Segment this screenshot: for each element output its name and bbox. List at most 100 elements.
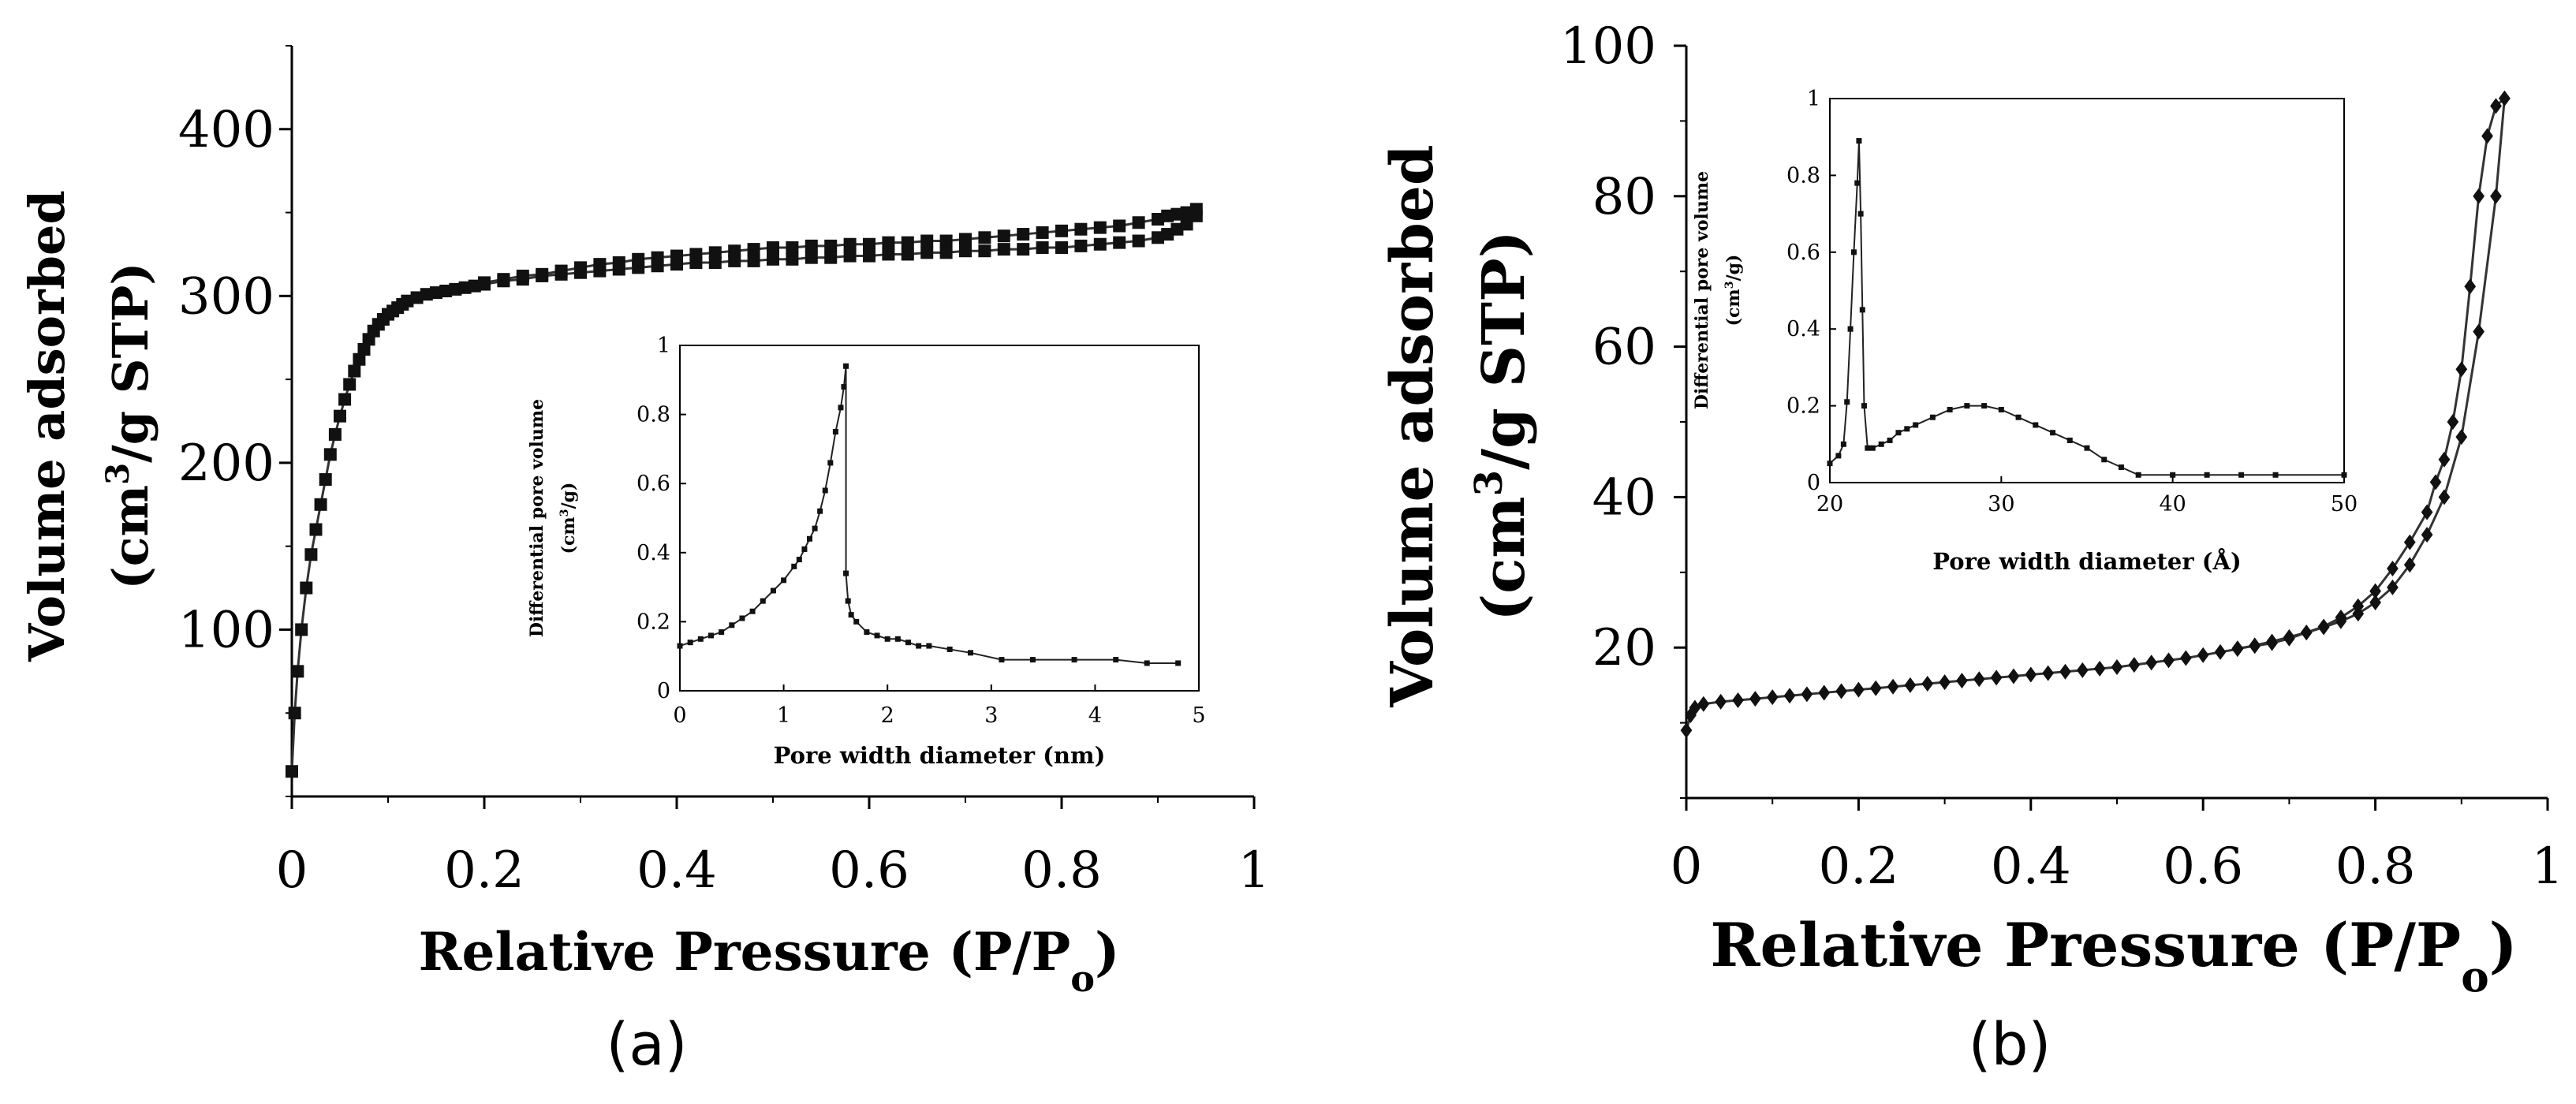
data-point-adsorption [1170, 222, 1184, 236]
inset-data-point [719, 629, 725, 636]
data-point-desorption [920, 234, 934, 248]
data-point-desorption [2231, 640, 2244, 657]
x-axis-title: Relative Pressure (P/Po) [419, 921, 1120, 1000]
data-point-desorption [1113, 219, 1126, 233]
data-point-desorption [2387, 561, 2399, 577]
data-point-adsorption [288, 707, 301, 720]
data-point-desorption [2403, 534, 2416, 550]
inset-data-point [770, 587, 776, 594]
inset-x-tick-label: 4 [1088, 703, 1102, 728]
data-point-desorption [554, 264, 568, 278]
data-point-adsorption [959, 244, 972, 258]
inset-x-tick-label: 3 [984, 703, 998, 728]
data-point-adsorption [2403, 557, 2416, 573]
data-point-desorption [2447, 414, 2459, 430]
data-point-adsorption [1093, 237, 1107, 251]
inset-data-point [1869, 445, 1876, 451]
inset-x-axis-title: Pore width diameter (Å) [1932, 547, 2241, 575]
inset-data-point [967, 650, 973, 656]
data-point-adsorption [430, 286, 442, 300]
data-point-adsorption [309, 523, 323, 536]
y-tick-label: 300 [178, 267, 274, 326]
inset-data-point [2084, 445, 2090, 451]
data-point-adsorption [401, 294, 414, 308]
y-axis-title-line2: (cm3/g STP) [1467, 230, 1538, 621]
inset-y-axis-title: Differential pore volume (cm3/g) [527, 399, 579, 637]
data-point-desorption [612, 256, 625, 270]
data-point-desorption [1152, 213, 1164, 226]
data-point-adsorption [420, 288, 433, 301]
data-point-adsorption [323, 448, 337, 461]
inset-y-tick-label: 0 [1807, 471, 1820, 495]
inset-data-point [2135, 472, 2141, 478]
inset-data-point [1175, 660, 1182, 666]
data-point-adsorption [2059, 663, 2071, 680]
data-point-adsorption [1887, 678, 1899, 695]
data-point-desorption [805, 239, 818, 252]
data-point-desorption [901, 236, 914, 249]
inset-data-point [1859, 307, 1865, 313]
inset-y-axis-title-line1: Differential pore volume [527, 399, 547, 637]
data-point-desorption [2429, 474, 2442, 490]
data-point-desorption [997, 229, 1010, 243]
y-tick-label: 20 [1592, 619, 1656, 677]
x-tick-label: 0.8 [1021, 841, 1102, 900]
inset-frame [1829, 98, 2345, 483]
inset-data-point [2118, 464, 2124, 471]
data-point-desorption [593, 258, 607, 271]
inset-data-point [1847, 326, 1854, 332]
inset-data-point [2101, 457, 2107, 463]
inset-data-point [1913, 422, 1919, 428]
data-point-desorption [1017, 228, 1030, 241]
inset-x-tick-label: 50 [2331, 492, 2358, 517]
data-point-desorption [2352, 598, 2365, 614]
y-tick-label: 80 [1592, 168, 1656, 226]
data-point-adsorption [334, 409, 346, 423]
data-point-desorption [959, 233, 972, 246]
inset-series-line [1829, 140, 2344, 476]
data-point-adsorption [1749, 691, 1761, 707]
data-point-desorption [2335, 610, 2347, 626]
inset-data-point [1071, 657, 1077, 663]
y-axis-title-line2: (cm3/g STP) [99, 262, 159, 589]
inset-data-point [677, 643, 683, 649]
inset-y-axis-title-line2: (cm3/g) [558, 483, 579, 554]
data-point-adsorption [2076, 662, 2089, 678]
data-point-adsorption [2093, 660, 2106, 677]
data-point-adsorption [410, 291, 424, 304]
inset-data-point [864, 629, 870, 636]
inset-data-point [1850, 249, 1857, 255]
data-point-adsorption [1055, 241, 1068, 254]
inset-y-axis-title-line2: (cm3/g) [1723, 255, 1744, 326]
data-point-adsorption [767, 252, 779, 266]
x-tick-label: 0.4 [637, 841, 717, 900]
x-axis-title: Relative Pressure (P/Po) [1710, 910, 2517, 1001]
inset-data-point [822, 487, 828, 494]
data-point-adsorption [1732, 692, 1744, 708]
inset-x-tick-label: 30 [1988, 492, 2014, 517]
data-point-adsorption [1904, 677, 1917, 693]
data-point-desorption [708, 246, 722, 259]
inset-x-tick-label: 0 [673, 703, 686, 728]
data-point-desorption [2464, 278, 2477, 295]
data-point-desorption [632, 252, 645, 266]
data-point-adsorption [728, 254, 741, 267]
data-point-adsorption [2042, 665, 2055, 681]
y-tick-label: 60 [1592, 319, 1656, 377]
data-point-adsorption [824, 251, 838, 264]
data-point-adsorption [2111, 659, 2123, 676]
data-point-desorption [1036, 226, 1049, 239]
data-point-adsorption [1990, 669, 2003, 686]
data-point-adsorption [300, 581, 313, 595]
inset-data-point [729, 622, 735, 628]
inset-x-axis-title: Pore width diameter (nm) [774, 742, 1106, 769]
data-point-adsorption [357, 343, 371, 356]
data-point-adsorption [2128, 657, 2141, 673]
inset-data-point [1964, 403, 1970, 409]
inset-data-point [1904, 426, 1910, 432]
data-point-desorption [2421, 504, 2433, 520]
y-axis-title-line1: Volume adsorbed [1379, 144, 1447, 707]
inset-data-point [817, 508, 823, 514]
inset-data-point [827, 460, 834, 466]
